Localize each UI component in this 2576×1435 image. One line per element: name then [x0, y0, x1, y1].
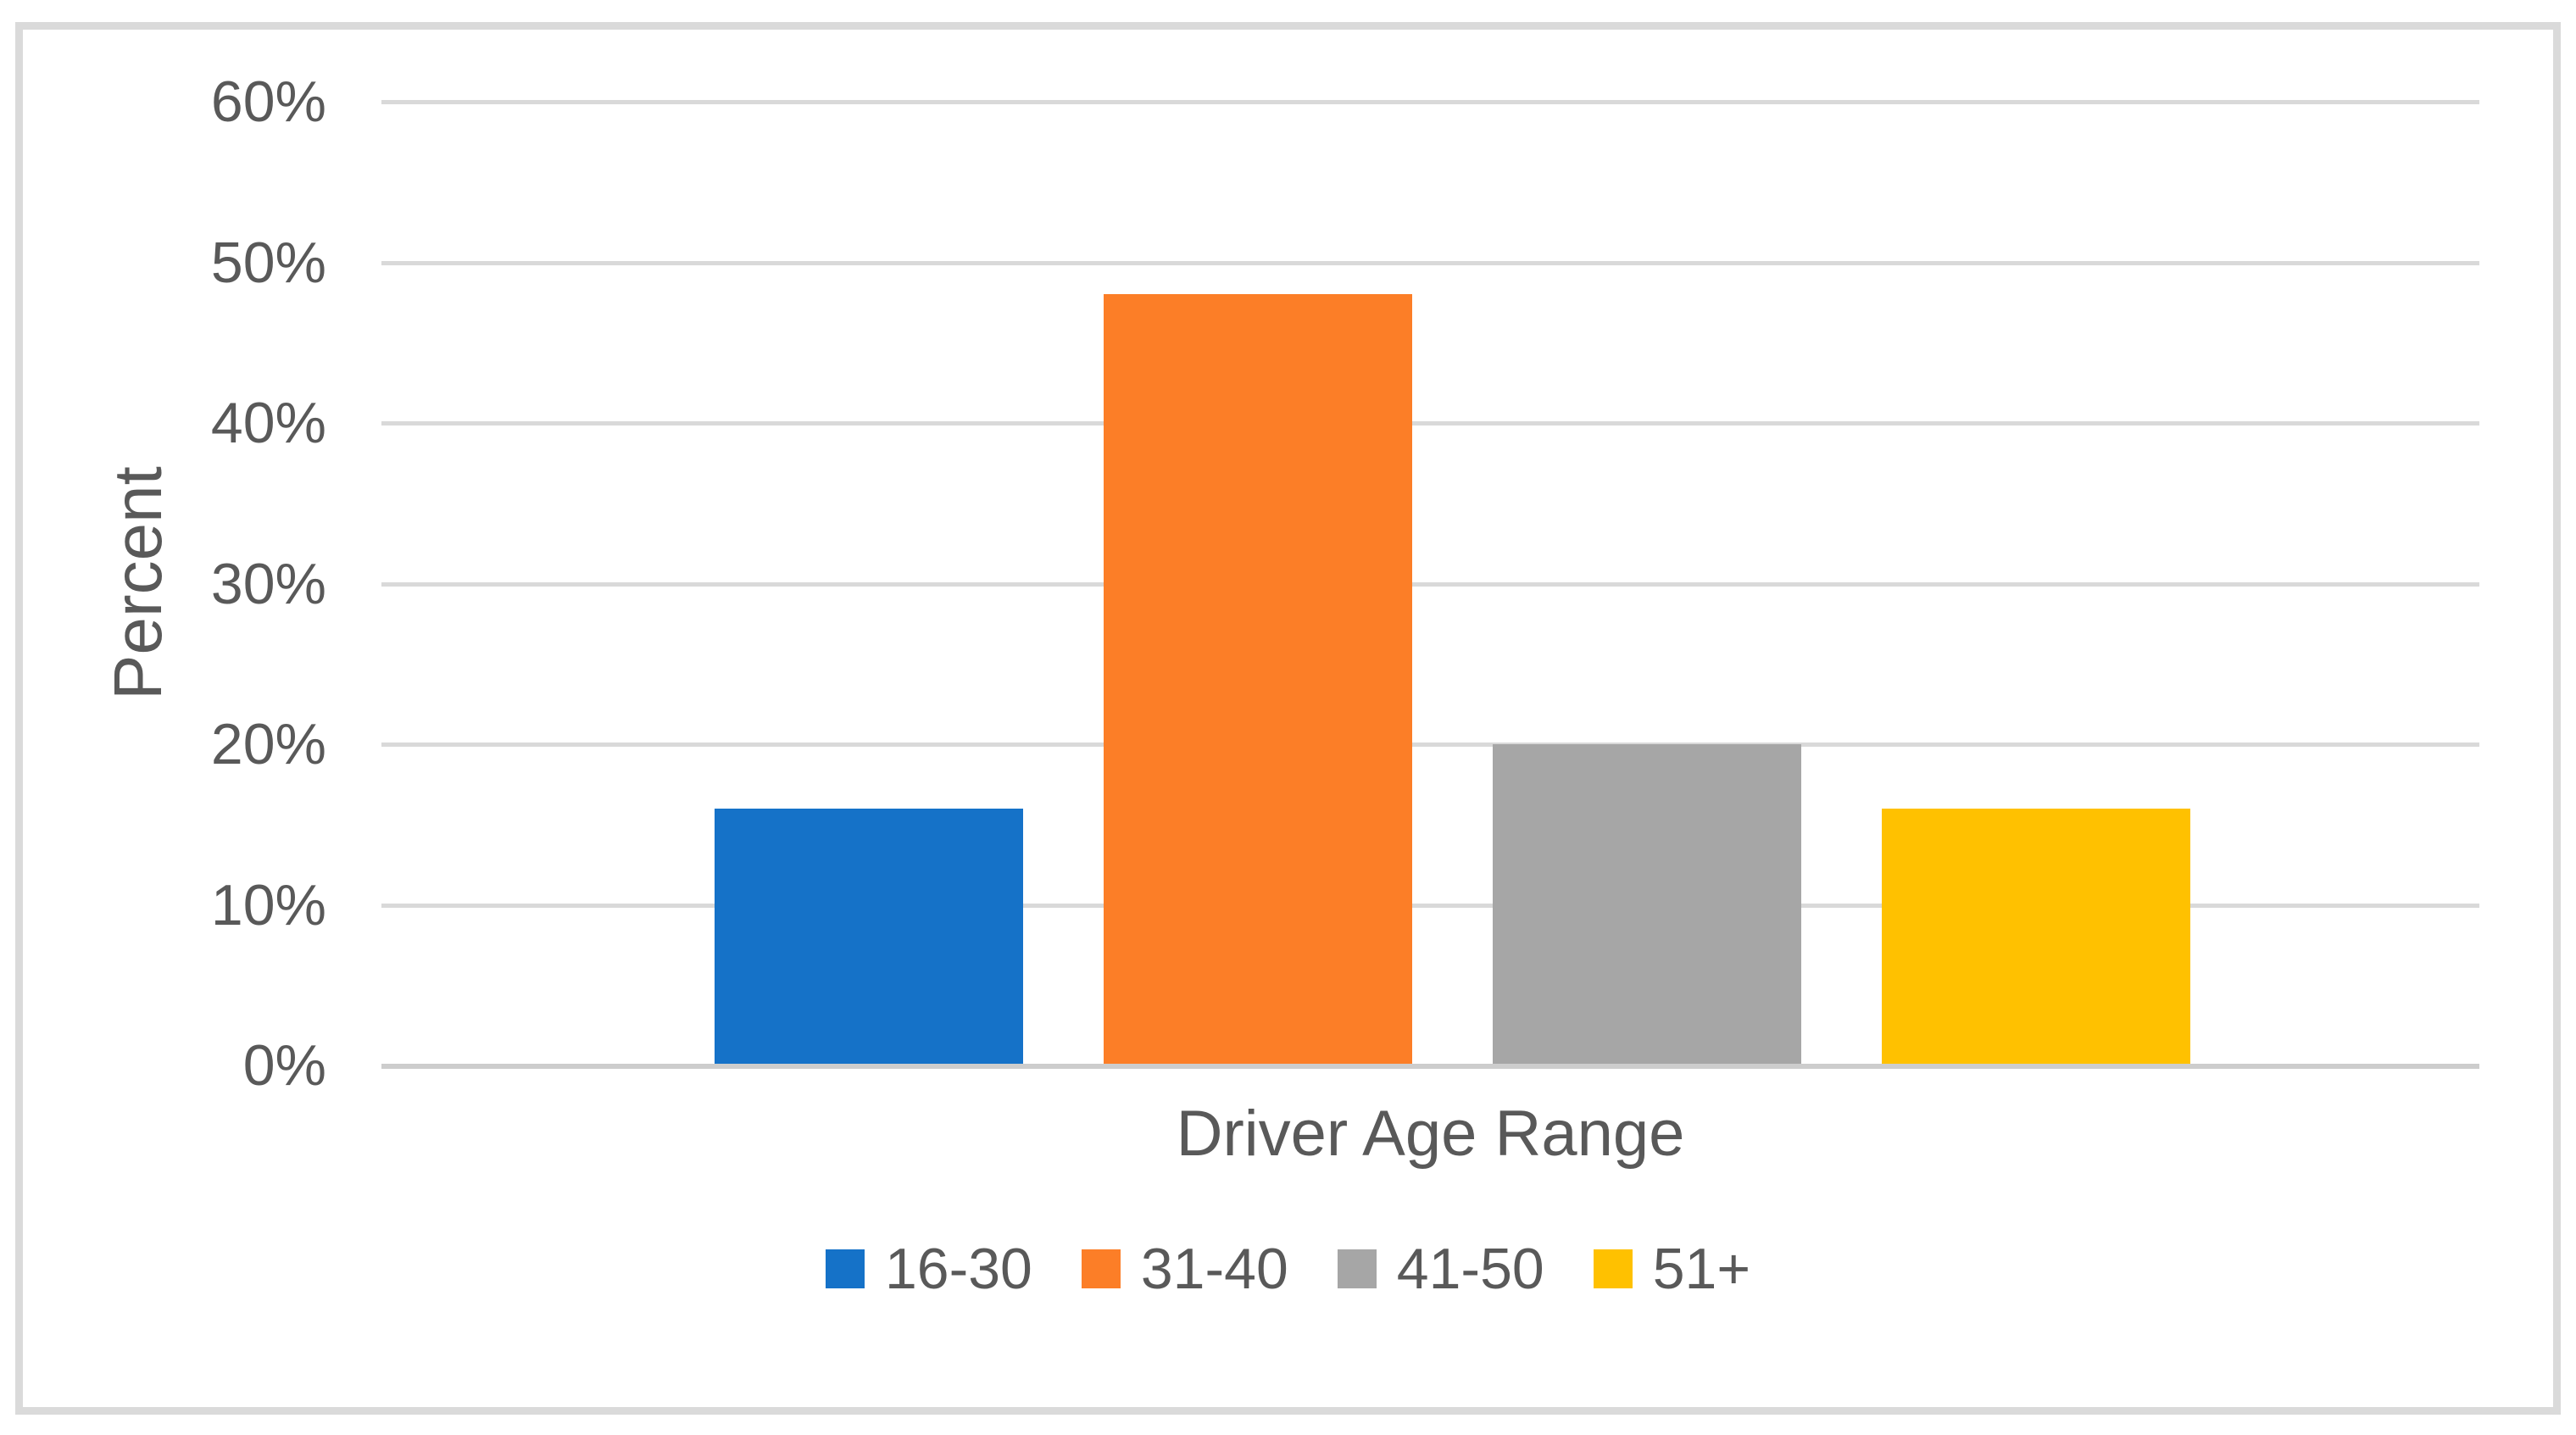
y-axis-tick-label: 40% — [210, 391, 326, 455]
plot-area — [381, 100, 2479, 1069]
y-axis-tick-label: 0% — [242, 1033, 326, 1098]
bar-41-50[interactable] — [1493, 744, 1801, 1065]
legend-swatch-icon — [825, 1249, 865, 1288]
gridline — [381, 581, 2479, 587]
legend-swatch-icon — [1337, 1249, 1377, 1288]
y-axis-tick-label: 30% — [210, 551, 326, 616]
x-axis-title: Driver Age Range — [1176, 1098, 1685, 1170]
legend: 16-30 31-40 41-50 51+ — [0, 1236, 2576, 1302]
legend-label: 51+ — [1652, 1237, 1751, 1301]
legend-item-31-40[interactable]: 31-40 — [1081, 1236, 1288, 1302]
gridline — [381, 421, 2479, 425]
legend-item-16-30[interactable]: 16-30 — [825, 1236, 1032, 1302]
gridline — [381, 260, 2479, 265]
gridline — [381, 903, 2479, 908]
legend-label: 16-30 — [884, 1237, 1032, 1301]
gridline — [381, 100, 2479, 104]
x-axis-line — [381, 1064, 2479, 1069]
y-axis-tick-label: 60% — [210, 70, 326, 134]
y-axis-tick-label: 20% — [210, 712, 326, 776]
y-axis-tick-label: 10% — [210, 872, 326, 937]
chart-border — [15, 22, 2561, 1415]
bar-16-30[interactable] — [715, 808, 1023, 1065]
legend-label: 31-40 — [1140, 1237, 1288, 1301]
y-axis-tick-label: 50% — [210, 230, 326, 295]
legend-swatch-icon — [1593, 1249, 1633, 1288]
legend-label: 41-50 — [1396, 1237, 1544, 1301]
bar-31-40[interactable] — [1104, 294, 1412, 1065]
legend-item-51+[interactable]: 51+ — [1593, 1236, 1751, 1302]
bar-51+[interactable] — [1882, 808, 2190, 1065]
gridline — [381, 743, 2479, 747]
legend-item-41-50[interactable]: 41-50 — [1337, 1236, 1544, 1302]
legend-swatch-icon — [1081, 1249, 1121, 1288]
